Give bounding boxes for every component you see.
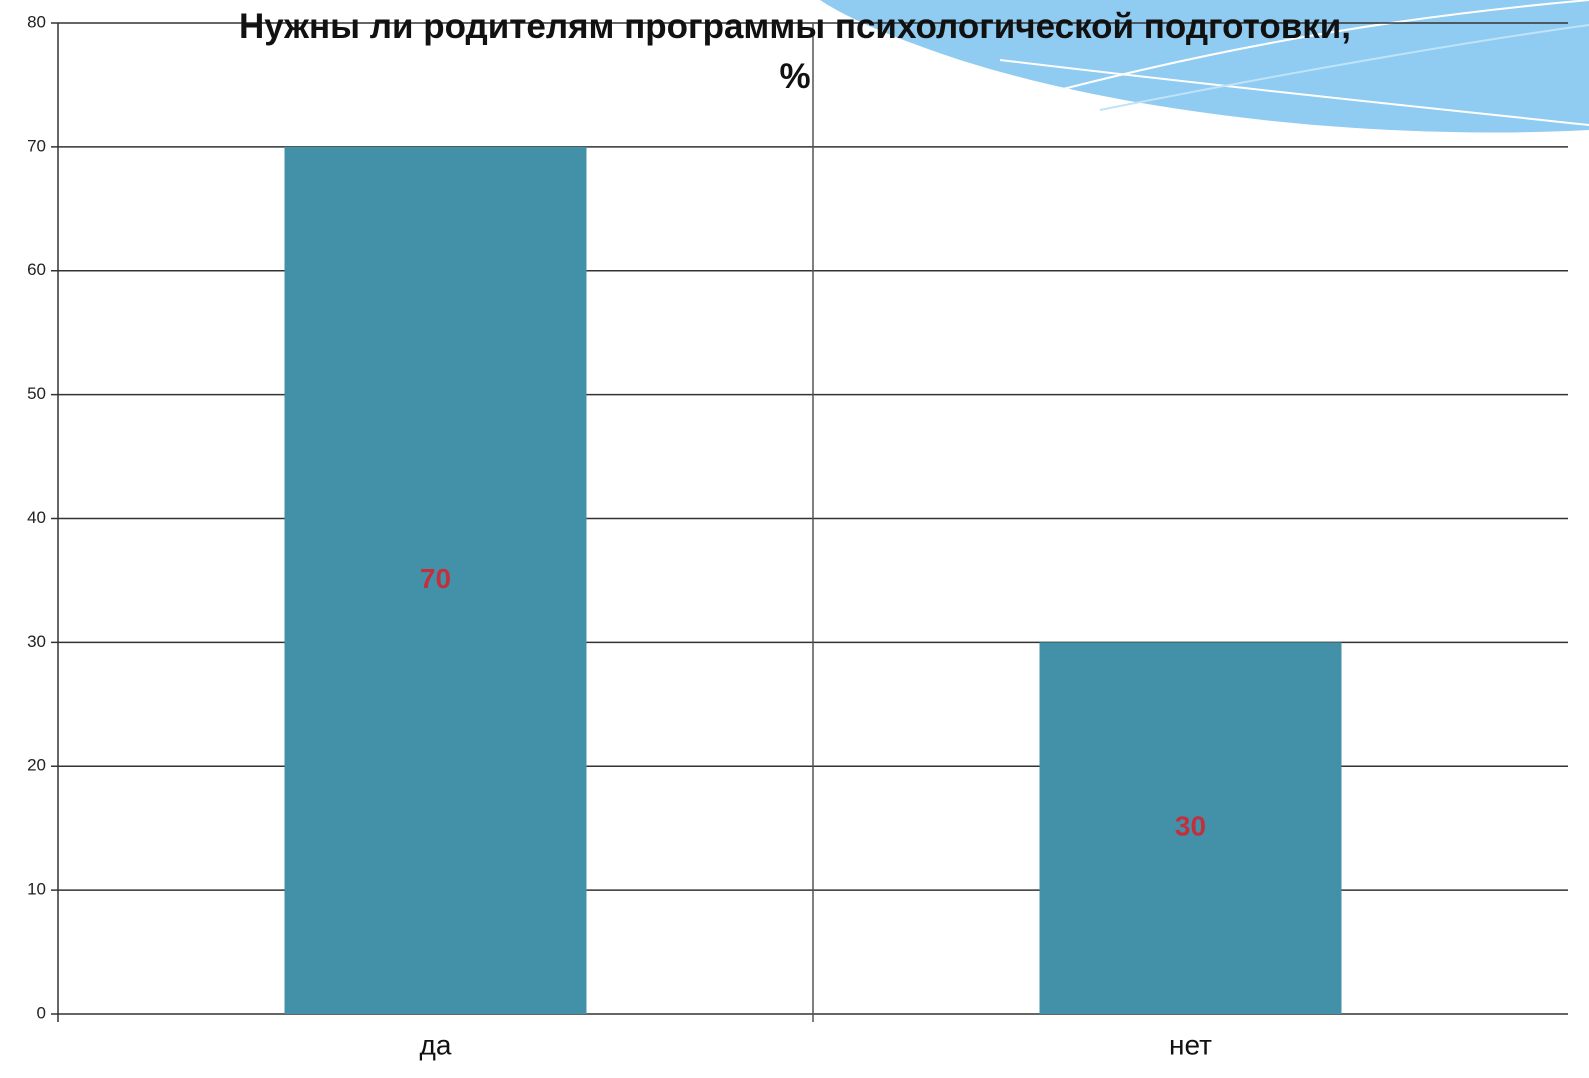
bar (284, 146, 587, 1014)
value-label: 30 (1175, 811, 1206, 842)
value-label: 70 (420, 563, 451, 594)
y-tick-label: 10 (27, 880, 46, 899)
y-tick-label: 80 (27, 12, 46, 31)
y-tick-label: 20 (27, 756, 46, 775)
decoration (820, 0, 1589, 133)
y-tick-label: 0 (37, 1003, 46, 1022)
y-tick-label: 60 (27, 260, 46, 279)
chart-title: Нужны ли родителям программы психологиче… (238, 7, 1351, 96)
x-tick-label: нет (1169, 1029, 1212, 1060)
y-tick-label: 40 (27, 508, 46, 527)
y-tick-label: 30 (27, 632, 46, 651)
bar (1039, 642, 1342, 1014)
x-tick-label: да (420, 1029, 452, 1060)
y-tick-label: 50 (27, 384, 46, 403)
y-tick-label: 70 (27, 136, 46, 155)
